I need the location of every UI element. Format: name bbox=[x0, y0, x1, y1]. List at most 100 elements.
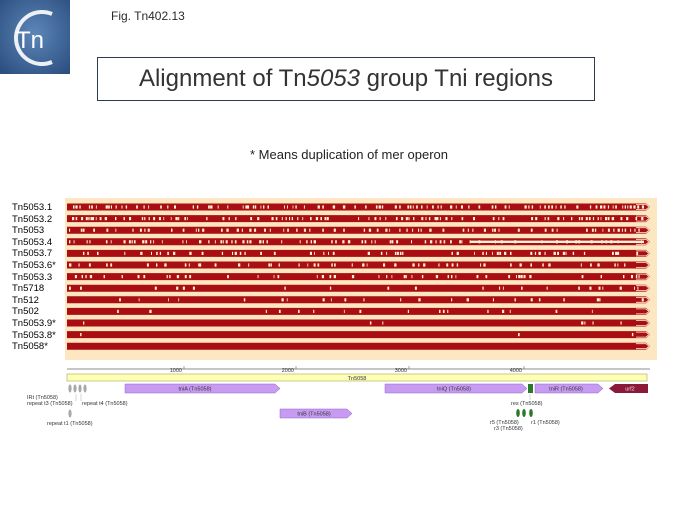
mismatch-mark bbox=[620, 217, 623, 221]
mismatch-mark bbox=[189, 275, 192, 279]
mismatch-mark bbox=[292, 205, 294, 209]
mismatch-mark bbox=[520, 275, 523, 279]
mismatch-mark bbox=[142, 240, 145, 244]
mismatch-mark bbox=[445, 217, 448, 221]
mismatch-mark bbox=[485, 251, 487, 255]
mismatch-mark bbox=[171, 228, 173, 232]
mismatch-mark bbox=[166, 275, 168, 279]
track-arrowhead bbox=[636, 227, 650, 234]
res-feature bbox=[528, 384, 533, 393]
mismatch-mark bbox=[600, 275, 602, 279]
mismatch-mark bbox=[298, 263, 300, 267]
mismatch-mark bbox=[247, 205, 250, 209]
strain-label: Tn5053.9* bbox=[12, 318, 56, 329]
mismatch-mark bbox=[343, 228, 345, 232]
mismatch-mark bbox=[266, 240, 268, 244]
mismatch-mark bbox=[184, 275, 187, 279]
mismatch-mark bbox=[271, 217, 274, 221]
mismatch-mark bbox=[421, 217, 424, 221]
alignment-track bbox=[67, 331, 650, 339]
mismatch-mark bbox=[560, 205, 562, 209]
r3-marker bbox=[522, 409, 526, 417]
mismatch-mark bbox=[143, 275, 146, 279]
mismatch-mark bbox=[382, 321, 384, 325]
mismatch-mark bbox=[381, 205, 384, 209]
mismatch-mark bbox=[159, 251, 161, 255]
mismatch-mark bbox=[504, 251, 507, 255]
mismatch-mark bbox=[563, 298, 565, 302]
mismatch-mark bbox=[385, 217, 387, 221]
mismatch-mark bbox=[117, 309, 119, 313]
track-arrowhead bbox=[636, 262, 650, 268]
mismatch-mark bbox=[81, 275, 83, 279]
mismatch-mark bbox=[478, 205, 481, 209]
mismatch-mark bbox=[371, 240, 373, 244]
mismatch-mark bbox=[498, 217, 500, 221]
mismatch-mark bbox=[502, 286, 504, 290]
mismatch-mark bbox=[104, 217, 107, 221]
r1-label: r1 (Tn5058) bbox=[531, 420, 560, 426]
mismatch-mark bbox=[400, 298, 402, 302]
mismatch-mark bbox=[363, 228, 366, 232]
track-arrowhead bbox=[636, 215, 650, 222]
alignment-track bbox=[67, 296, 650, 304]
mismatch-mark bbox=[69, 228, 71, 232]
mismatch-mark bbox=[303, 205, 305, 209]
mismatch-mark bbox=[439, 309, 441, 313]
mismatch-mark bbox=[622, 205, 624, 209]
mismatch-mark bbox=[243, 298, 246, 302]
mismatch-mark bbox=[333, 275, 336, 279]
mismatch-mark bbox=[602, 286, 604, 290]
mismatch-mark bbox=[510, 251, 512, 255]
mismatch-mark bbox=[125, 205, 128, 209]
mismatch-mark bbox=[397, 251, 399, 255]
mismatch-mark bbox=[140, 251, 143, 255]
mismatch-mark bbox=[624, 263, 626, 267]
repeat-marker bbox=[68, 384, 72, 393]
mismatch-mark bbox=[88, 263, 91, 267]
mismatch-mark bbox=[491, 205, 494, 209]
mismatch-mark bbox=[368, 228, 372, 232]
mismatch-mark bbox=[474, 251, 475, 255]
mismatch-mark bbox=[412, 205, 414, 209]
mismatch-mark bbox=[158, 217, 161, 221]
mismatch-mark bbox=[516, 275, 517, 279]
mismatch-mark bbox=[451, 251, 453, 255]
mismatch-mark bbox=[105, 205, 108, 209]
mismatch-mark bbox=[82, 228, 85, 232]
mismatch-mark bbox=[314, 251, 315, 255]
mismatch-mark bbox=[524, 205, 527, 209]
mismatch-mark bbox=[613, 228, 615, 232]
track-body bbox=[67, 273, 650, 281]
track-arrowhead bbox=[636, 273, 650, 280]
mismatch-mark bbox=[289, 217, 291, 221]
mismatch-mark bbox=[169, 275, 171, 279]
mismatch-mark bbox=[80, 333, 82, 337]
mismatch-mark bbox=[115, 217, 117, 221]
mismatch-mark bbox=[239, 251, 242, 255]
tnir-arrow bbox=[534, 383, 604, 394]
mismatch-mark bbox=[156, 251, 158, 255]
mismatch-mark bbox=[366, 263, 368, 267]
mismatch-mark bbox=[302, 217, 304, 221]
mismatch-mark bbox=[273, 251, 276, 255]
mismatch-mark bbox=[131, 240, 133, 244]
mismatch-mark bbox=[297, 217, 299, 221]
mismatch-mark bbox=[462, 228, 465, 232]
title-italic: 5053 bbox=[306, 65, 361, 92]
mismatch-mark bbox=[188, 263, 190, 267]
mismatch-mark bbox=[387, 286, 390, 290]
mismatch-mark bbox=[421, 205, 423, 209]
mismatch-mark bbox=[389, 228, 391, 232]
track-body bbox=[67, 331, 650, 339]
mismatch-mark bbox=[89, 275, 93, 279]
mismatch-mark bbox=[123, 217, 125, 221]
mismatch-mark bbox=[523, 275, 526, 279]
mismatch-mark bbox=[148, 205, 150, 209]
mismatch-mark bbox=[75, 205, 78, 209]
mismatch-mark bbox=[228, 217, 230, 221]
mismatch-mark bbox=[531, 217, 534, 221]
mismatch-mark bbox=[635, 217, 638, 221]
mismatch-mark bbox=[154, 286, 157, 290]
